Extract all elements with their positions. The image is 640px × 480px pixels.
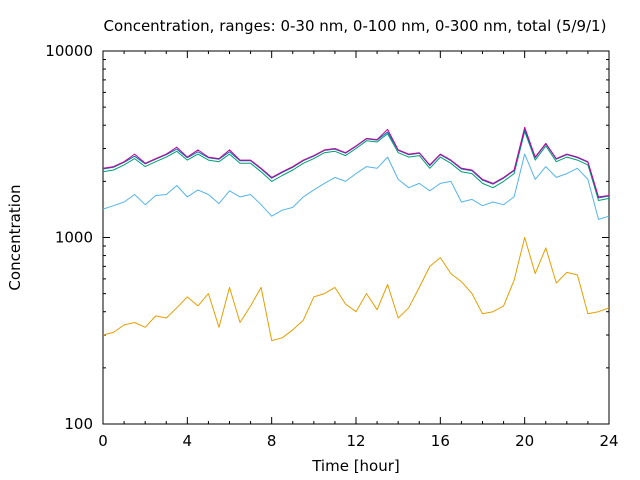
- y-tick-label: 100: [64, 415, 93, 433]
- y-tick-label: 1000: [55, 229, 93, 247]
- x-axis-label: Time [hour]: [311, 457, 400, 475]
- series-line-2: [102, 153, 610, 220]
- series-line-5: [102, 126, 610, 198]
- x-tick-label: 24: [599, 432, 618, 450]
- x-tick-label: 12: [346, 432, 365, 450]
- series-lines: [102, 126, 610, 342]
- x-tick-label: 8: [267, 432, 277, 450]
- series-line-3: [102, 131, 610, 201]
- y-axis-label: Concentration: [6, 184, 24, 290]
- x-tick-label: 4: [183, 432, 193, 450]
- series-line-1: [102, 237, 610, 342]
- axis-ticks: [102, 50, 610, 425]
- x-tick-label: 16: [431, 432, 450, 450]
- x-tick-label: 20: [515, 432, 534, 450]
- axis-tick-labels: 0 4 8 12 16 20 24 100 1000 10000: [45, 42, 618, 450]
- chart-title: Concentration, ranges: 0-30 nm, 0-100 nm…: [104, 17, 607, 35]
- plot-frame: [102, 50, 610, 425]
- y-tick-label: 10000: [45, 42, 93, 60]
- x-tick-label: 0: [98, 432, 108, 450]
